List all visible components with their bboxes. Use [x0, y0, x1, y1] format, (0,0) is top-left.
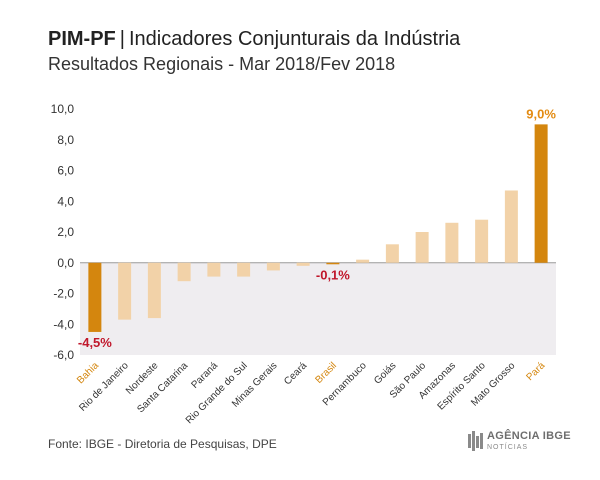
- y-tick-label: 6,0: [57, 164, 74, 178]
- y-tick-label: -4,0: [53, 317, 74, 331]
- bar: [118, 262, 132, 320]
- x-tick-label: Pará: [525, 360, 548, 383]
- y-tick-label: 10,0: [51, 102, 75, 116]
- bar: [534, 124, 548, 263]
- agencia-ibge-logo: AGÊNCIA IBGE NOTÍCIAS: [468, 428, 571, 458]
- data-label: 9,0%: [526, 106, 556, 121]
- data-label: -4,5%: [78, 335, 112, 350]
- bar: [415, 232, 429, 263]
- y-tick-label: 8,0: [57, 133, 74, 147]
- chart-subtitle: Resultados Regionais - Mar 2018/Fev 2018: [48, 54, 396, 74]
- y-tick-label: 0,0: [57, 256, 74, 270]
- x-tick-label: Brasil: [314, 360, 339, 385]
- x-tick-label: Bahia: [75, 360, 101, 386]
- data-label: -0,1%: [316, 267, 350, 282]
- brand-sub: NOTÍCIAS: [487, 444, 529, 451]
- bar: [445, 222, 459, 263]
- bar: [356, 259, 370, 263]
- bar: [266, 262, 280, 271]
- source-note: Fonte: IBGE - Diretoria de Pesquisas, DP…: [48, 437, 277, 451]
- y-tick-label: -2,0: [53, 287, 74, 301]
- bar: [475, 219, 489, 263]
- chart-title: PIM-PF | Indicadores Conjunturais da Indús…: [48, 27, 460, 51]
- ibge-logo-icon: [468, 431, 483, 451]
- x-tick-label: Ceará: [282, 360, 309, 387]
- title-bold: PIM-PF: [48, 28, 116, 50]
- bar: [385, 244, 399, 263]
- bar: [504, 190, 518, 263]
- chart-title-block: PIM-PF | Indicadores Conjunturais da Indús…: [48, 27, 460, 77]
- y-tick-label: 4,0: [57, 194, 74, 208]
- brand-name: AGÊNCIA IBGE: [487, 430, 571, 442]
- title-separator: |: [119, 28, 125, 50]
- bar: [296, 262, 310, 266]
- bar: [237, 262, 251, 277]
- y-tick-label: -6,0: [53, 348, 74, 362]
- bar: [177, 262, 191, 282]
- x-tick-label: Goiás: [372, 360, 398, 386]
- bar: [207, 262, 221, 277]
- bar: [88, 262, 102, 332]
- y-tick-label: 2,0: [57, 225, 74, 239]
- title-rest: Indicadores Conjunturais da Indústria: [128, 28, 461, 50]
- bar: [326, 262, 340, 265]
- bar: [147, 262, 161, 319]
